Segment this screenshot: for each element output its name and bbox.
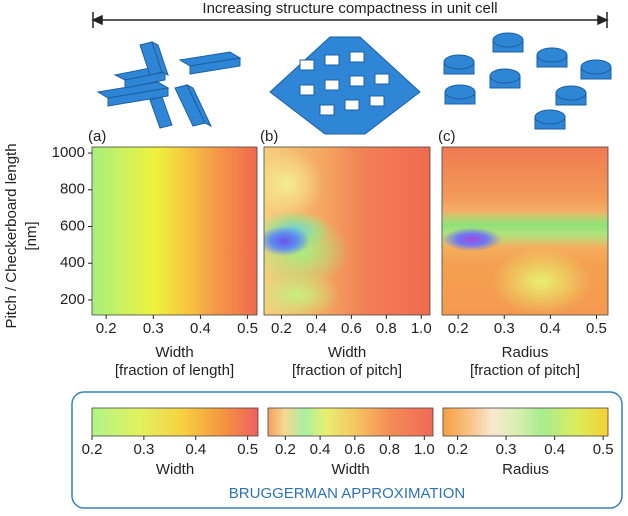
x-axis-label: Radius xyxy=(502,344,549,361)
plot-frame xyxy=(91,146,258,316)
x-tick-label: 0.3 xyxy=(494,320,515,337)
x-tick-label: 0.2 xyxy=(271,320,292,337)
x-tick-label: 0.8 xyxy=(376,320,397,337)
y-axis-label: [nm] xyxy=(23,221,40,250)
x-tick-label: 1.0 xyxy=(411,320,432,337)
heatmap-image xyxy=(264,147,430,315)
plot-frame xyxy=(263,146,431,316)
y-tick-label: 400 xyxy=(60,254,85,271)
legend-title: BRUGGERMAN APPROXIMATION xyxy=(229,485,465,502)
x-tick-label: 0.2 xyxy=(447,441,468,458)
colorbar-label: Width xyxy=(156,461,194,478)
x-tick-label: 0.2 xyxy=(448,320,469,337)
colorbar-label: Width xyxy=(331,461,369,478)
x-tick-label: 0.2 xyxy=(275,441,296,458)
heatmap-image xyxy=(442,147,608,315)
x-tick-label: 0.5 xyxy=(237,320,258,337)
y-tick-label: 1000 xyxy=(52,144,85,161)
x-axis-label: [fraction of pitch] xyxy=(470,362,580,379)
x-tick-label: 1.0 xyxy=(414,441,435,458)
colorbar-image xyxy=(443,408,608,436)
icon-cylinders xyxy=(443,32,612,130)
x-tick-label: 0.6 xyxy=(341,320,362,337)
x-tick-label: 0.3 xyxy=(143,320,164,337)
panel-label: (b) xyxy=(260,128,278,145)
colorbar-frame xyxy=(91,407,259,437)
x-axis-label: [fraction of length] xyxy=(115,362,234,379)
heatmap-image xyxy=(92,147,257,315)
colorbar-frame xyxy=(267,407,434,437)
header-arrow xyxy=(91,12,609,28)
y-axis-label: Pitch / Checkerboard length xyxy=(3,143,20,328)
x-axis-label: [fraction of pitch] xyxy=(292,362,402,379)
plot-frame xyxy=(441,146,609,316)
x-tick-label: 0.2 xyxy=(82,441,103,458)
x-tick-label: 0.3 xyxy=(496,441,517,458)
x-tick-label: 0.4 xyxy=(310,441,331,458)
y-tick-label: 800 xyxy=(60,181,85,198)
x-axis-label: Width xyxy=(155,344,193,361)
colorbar-frame xyxy=(442,407,609,437)
x-tick-label: 0.5 xyxy=(237,441,258,458)
x-tick-label: 0.4 xyxy=(190,320,211,337)
header-title: Increasing structure compactness in unit… xyxy=(202,0,497,17)
x-tick-label: 0.8 xyxy=(379,441,400,458)
x-tick-label: 0.3 xyxy=(133,441,154,458)
x-tick-label: 0.4 xyxy=(306,320,327,337)
x-tick-label: 0.5 xyxy=(593,441,614,458)
x-tick-label: 0.4 xyxy=(185,441,206,458)
x-tick-label: 0.5 xyxy=(586,320,607,337)
colorbar-image xyxy=(268,408,433,436)
title-bg xyxy=(170,0,530,18)
y-tick-label: 600 xyxy=(60,217,85,234)
y-tick-label: 200 xyxy=(60,291,85,308)
colorbar-label: Radius xyxy=(502,461,549,478)
legend-box xyxy=(71,391,623,509)
panel-label: (a) xyxy=(88,128,106,145)
x-tick-label: 0.4 xyxy=(544,441,565,458)
x-tick-label: 0.2 xyxy=(96,320,117,337)
x-axis-label: Width xyxy=(328,344,366,361)
panel-label: (c) xyxy=(438,128,456,145)
x-tick-label: 0.6 xyxy=(344,441,365,458)
x-tick-label: 0.4 xyxy=(540,320,561,337)
icon-grid xyxy=(269,36,421,135)
icon-pinwheel xyxy=(96,41,242,129)
colorbar-image xyxy=(92,408,258,436)
